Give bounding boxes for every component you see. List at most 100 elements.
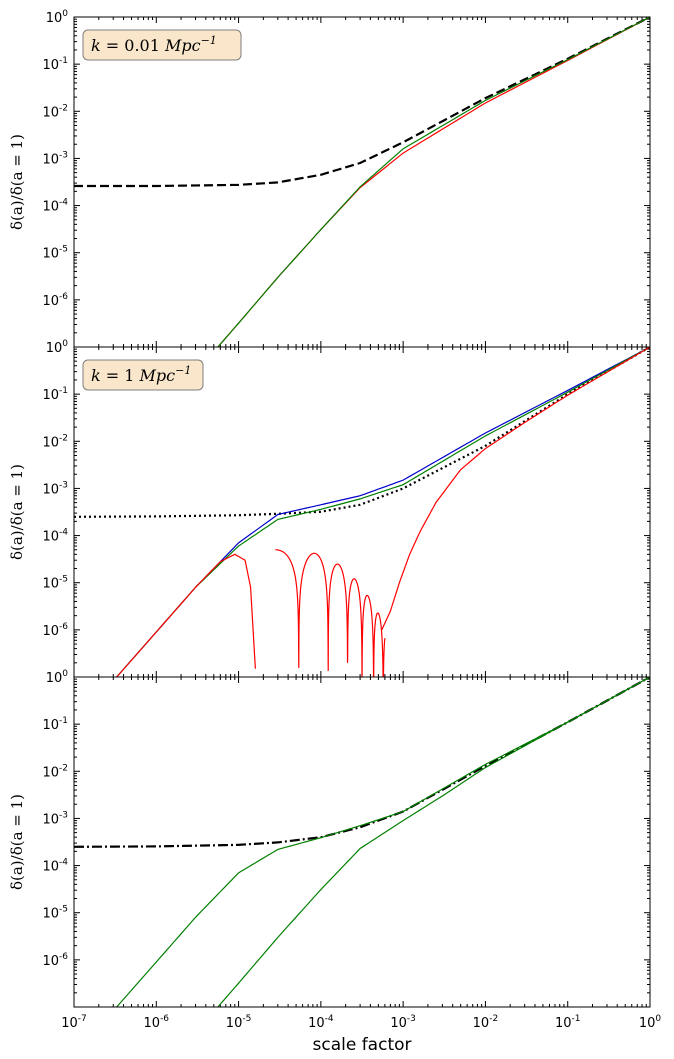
annotation-text: k = 0.01 Mpc−1 — [91, 34, 217, 55]
annotation-text: k = 1 Mpc−1 — [91, 364, 191, 385]
annotation-value: 1 — [124, 366, 139, 385]
y-tick-label: 10-4 — [42, 198, 68, 215]
tick-exponent: -3 — [407, 1014, 416, 1024]
y-tick-label: 10-1 — [42, 386, 68, 403]
y-tick-label: 100 — [46, 669, 69, 686]
tick-base: 10 — [42, 482, 59, 497]
y-tick-label: 10-5 — [42, 245, 68, 262]
annotation-eq: = — [101, 36, 125, 55]
annotation-k: k — [91, 366, 101, 385]
y-axis-title: δ(a)/δ(a = 1) — [8, 134, 26, 230]
tick-base: 10 — [226, 1016, 243, 1031]
tick-exponent: -3 — [59, 480, 68, 490]
tick-exponent: -6 — [160, 1014, 169, 1024]
tick-exponent: -7 — [78, 1014, 87, 1024]
y-tick-label: 10-1 — [42, 56, 68, 73]
y-tick-label: 10-2 — [42, 433, 68, 450]
tick-exponent: -5 — [59, 575, 68, 585]
tick-base: 10 — [46, 671, 63, 686]
tick-exponent: -6 — [59, 952, 68, 962]
series-group — [74, 677, 650, 1007]
y-tick-label: 10-4 — [42, 528, 68, 545]
tick-exponent: -5 — [59, 905, 68, 915]
tick-exponent: 0 — [62, 9, 68, 19]
y-tick-label: 10-6 — [42, 622, 68, 639]
tick-base: 10 — [42, 765, 59, 780]
x-tick-label: 10-7 — [61, 1014, 87, 1031]
tick-exponent: -5 — [59, 245, 68, 255]
tick-base: 10 — [555, 1016, 572, 1031]
series-line-1 — [74, 347, 650, 518]
y-tick-label: 10-6 — [42, 952, 68, 969]
annotation-eq: = — [101, 366, 125, 385]
tick-base: 10 — [42, 907, 59, 922]
x-tick-label: 10-4 — [308, 1014, 334, 1031]
tick-exponent: -2 — [59, 763, 68, 773]
tick-exponent: -2 — [59, 433, 68, 443]
series-line-6 — [381, 347, 650, 631]
annotation-unit: Mpc — [139, 366, 176, 385]
series-line-4 — [116, 553, 256, 677]
tick-base: 10 — [42, 200, 59, 215]
x-tick-label: 10-2 — [473, 1014, 499, 1031]
tick-exponent: -1 — [59, 386, 68, 396]
tick-exponent: 0 — [655, 1014, 661, 1024]
y-tick-label: 10-5 — [42, 905, 68, 922]
y-tick-label: 10-1 — [42, 716, 68, 733]
series-line-1 — [74, 677, 650, 848]
tick-base: 10 — [42, 624, 59, 639]
plot-frame — [73, 16, 651, 348]
y-tick-label: 10-5 — [42, 575, 68, 592]
x-tick-label: 10-5 — [226, 1014, 252, 1031]
tick-base: 10 — [42, 152, 59, 167]
y-tick-label: 10-3 — [42, 150, 68, 167]
y-tick-label: 10-2 — [42, 763, 68, 780]
y-axis-title: δ(a)/δ(a = 1) — [8, 464, 26, 560]
tick-base: 10 — [46, 11, 63, 26]
annotation-box — [82, 359, 204, 391]
tick-base: 10 — [42, 435, 59, 450]
tick-exponent: -3 — [59, 810, 68, 820]
y-axis-title: δ(a)/δ(a = 1) — [8, 794, 26, 890]
tick-base: 10 — [473, 1016, 490, 1031]
series-line-3 — [217, 17, 650, 347]
series-line-1 — [74, 17, 650, 188]
tick-exponent: -2 — [489, 1014, 498, 1024]
tick-exponent: -1 — [59, 56, 68, 66]
series-line-3 — [217, 677, 650, 1007]
annotation-box — [82, 29, 242, 61]
tick-exponent: -3 — [59, 150, 68, 160]
tick-exponent: -6 — [59, 292, 68, 302]
tick-exponent: 0 — [62, 669, 68, 679]
tick-exponent: -5 — [242, 1014, 251, 1024]
annotation-k: k — [91, 36, 101, 55]
tick-base: 10 — [42, 388, 59, 403]
tick-exponent: -1 — [59, 716, 68, 726]
tick-base: 10 — [42, 247, 59, 262]
tick-base: 10 — [42, 577, 59, 592]
y-tick-label: 100 — [46, 339, 69, 356]
tick-base: 10 — [42, 530, 59, 545]
tick-base: 10 — [308, 1016, 325, 1031]
annotation-value: 0.01 — [124, 36, 165, 55]
tick-exponent: -4 — [59, 858, 68, 868]
tick-exponent: -2 — [59, 103, 68, 113]
series-line-5 — [275, 549, 386, 677]
tick-exponent: 0 — [62, 339, 68, 349]
tick-base: 10 — [42, 812, 59, 827]
tick-base: 10 — [42, 58, 59, 73]
y-tick-label: 10-6 — [42, 292, 68, 309]
plot-frame — [73, 676, 651, 1008]
x-tick-label: 10-1 — [555, 1014, 581, 1031]
tick-base: 10 — [639, 1016, 656, 1031]
y-tick-label: 100 — [46, 9, 69, 26]
y-tick-label: 10-3 — [42, 480, 68, 497]
tick-base: 10 — [42, 105, 59, 120]
tick-exponent: -4 — [325, 1014, 334, 1024]
tick-base: 10 — [144, 1016, 161, 1031]
